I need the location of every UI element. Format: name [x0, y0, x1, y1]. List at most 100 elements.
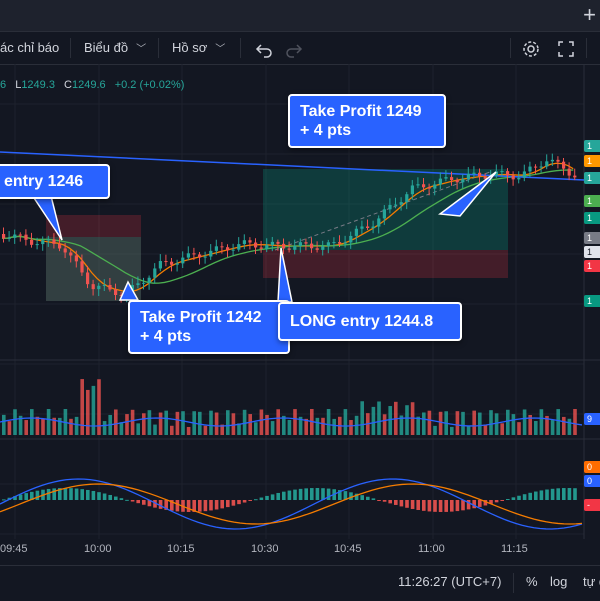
candle-body	[164, 261, 168, 263]
add-tab-icon[interactable]: +	[583, 2, 596, 27]
candle-body	[24, 234, 28, 240]
macd-bar	[522, 494, 527, 500]
volume-bar	[142, 413, 146, 435]
candle-body	[58, 243, 62, 249]
volume-bar	[86, 389, 90, 435]
volume-bar	[2, 414, 6, 435]
volume-bar	[472, 410, 476, 435]
callout-subtitle: + 4 pts	[300, 122, 352, 139]
candle-body	[360, 226, 364, 229]
take-profit-1242-callout[interactable]: Take Profit 1242 + 4 pts	[128, 300, 290, 354]
candle-body	[354, 228, 358, 236]
volume-bar	[416, 416, 420, 435]
macd-bar	[58, 488, 62, 500]
fullscreen-icon[interactable]	[555, 38, 577, 60]
candle-body	[192, 253, 196, 255]
macd-bar	[461, 500, 465, 511]
log-scale-toggle[interactable]: log	[550, 574, 568, 589]
macd-bar	[399, 500, 404, 507]
profile-button[interactable]: Hồ sơ ﹀	[172, 40, 225, 55]
toolbar-divider	[513, 573, 514, 593]
entry-1246-callout[interactable]: entry 1246	[0, 164, 110, 199]
candle-body	[282, 243, 286, 249]
volume-bar	[534, 420, 538, 435]
indicators-button[interactable]: ác chỉ báo	[0, 40, 60, 55]
volume-bar	[466, 425, 471, 435]
candle-body	[321, 246, 325, 250]
candle-body	[573, 175, 577, 178]
candle-body	[427, 187, 431, 189]
volume-bar	[265, 414, 269, 435]
profile-label: Hồ sơ	[172, 40, 208, 55]
volume-bar	[158, 412, 163, 435]
volume-bar	[506, 409, 510, 435]
volume-bar	[461, 411, 465, 435]
candle-body	[444, 177, 448, 179]
volume-bar	[237, 423, 241, 435]
volume-bar	[52, 417, 56, 435]
long-entry-callout[interactable]: LONG entry 1244.8	[278, 302, 462, 341]
candle-body	[422, 184, 426, 188]
volume-bar	[91, 385, 96, 435]
price-tag: 1	[584, 295, 600, 307]
macd-bar	[2, 499, 6, 501]
volume-bar	[254, 422, 258, 435]
volume-bar	[360, 401, 364, 435]
macd-bar	[102, 493, 107, 500]
volume-bar	[35, 416, 40, 435]
candle-body	[80, 261, 84, 273]
macd-bar	[164, 500, 168, 510]
volume-bar	[203, 425, 208, 435]
settings-gear-icon[interactable]	[520, 38, 542, 60]
candle-body	[220, 246, 224, 248]
candle-body	[304, 242, 308, 244]
price-chart[interactable]	[0, 64, 600, 565]
candle-body	[265, 245, 269, 249]
candle-body	[416, 184, 420, 186]
price-tag: 1	[584, 195, 600, 207]
volume-bar	[567, 418, 572, 435]
clock-timezone[interactable]: 11:26:27 (UTC+7)	[398, 574, 502, 589]
take-profit-1249-callout[interactable]: Take Profit 1249 + 4 pts	[288, 94, 446, 148]
candle-body	[326, 242, 330, 247]
candle-body	[287, 248, 291, 250]
volume-bar	[478, 412, 482, 435]
volume-bar	[181, 411, 185, 435]
macd-bar	[562, 488, 566, 500]
volume-bar	[483, 424, 488, 435]
macd-bar	[192, 500, 196, 512]
candle-body	[270, 241, 274, 246]
macd-bar	[186, 500, 191, 512]
macd-bar	[545, 489, 549, 500]
percent-scale-toggle[interactable]: %	[526, 574, 538, 589]
macd-bar	[360, 495, 364, 500]
candle-body	[7, 237, 11, 239]
time-axis-label: 10:45	[334, 543, 362, 555]
volume-bar	[405, 405, 409, 435]
candle-body	[371, 226, 375, 229]
macd-bar	[377, 500, 381, 501]
macd-bar	[394, 500, 398, 505]
volume-bar	[209, 410, 213, 435]
macd-bar	[86, 489, 90, 500]
macd-bar	[80, 489, 84, 500]
undo-icon[interactable]	[252, 38, 274, 60]
volume-bar	[433, 425, 437, 435]
redo-icon[interactable]	[284, 38, 306, 60]
macd-bar	[349, 492, 353, 500]
macd-bar	[550, 488, 555, 500]
top-title-bar: +	[0, 0, 600, 32]
toolbar-divider	[158, 38, 159, 58]
candle-body	[556, 159, 560, 162]
macd-tag: 0	[584, 461, 600, 473]
macd-tag: -	[584, 499, 600, 511]
macd-bar	[69, 488, 73, 500]
candle-body	[461, 179, 465, 183]
volume-bar	[147, 410, 152, 435]
volume-bar	[46, 409, 51, 435]
chart-type-button[interactable]: Biểu đồ ﹀	[84, 40, 146, 55]
macd-bar	[534, 491, 538, 500]
volume-bar	[74, 416, 79, 435]
volume-bar	[450, 426, 454, 435]
auto-scale-toggle[interactable]: tự đ	[583, 574, 600, 589]
